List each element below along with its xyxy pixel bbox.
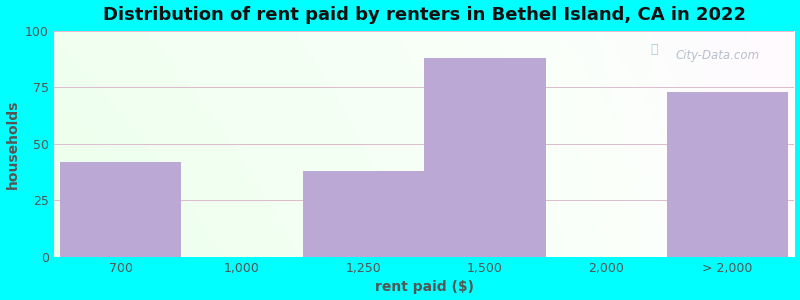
Text: City-Data.com: City-Data.com [676, 49, 760, 62]
Bar [60, 162, 182, 257]
Bar [667, 92, 788, 257]
Title: Distribution of rent paid by renters in Bethel Island, CA in 2022: Distribution of rent paid by renters in … [102, 6, 746, 24]
Bar [424, 58, 546, 257]
Bar [302, 171, 424, 257]
Y-axis label: households: households [6, 99, 19, 188]
X-axis label: rent paid ($): rent paid ($) [374, 280, 474, 294]
Text: ⓘ: ⓘ [650, 43, 658, 56]
